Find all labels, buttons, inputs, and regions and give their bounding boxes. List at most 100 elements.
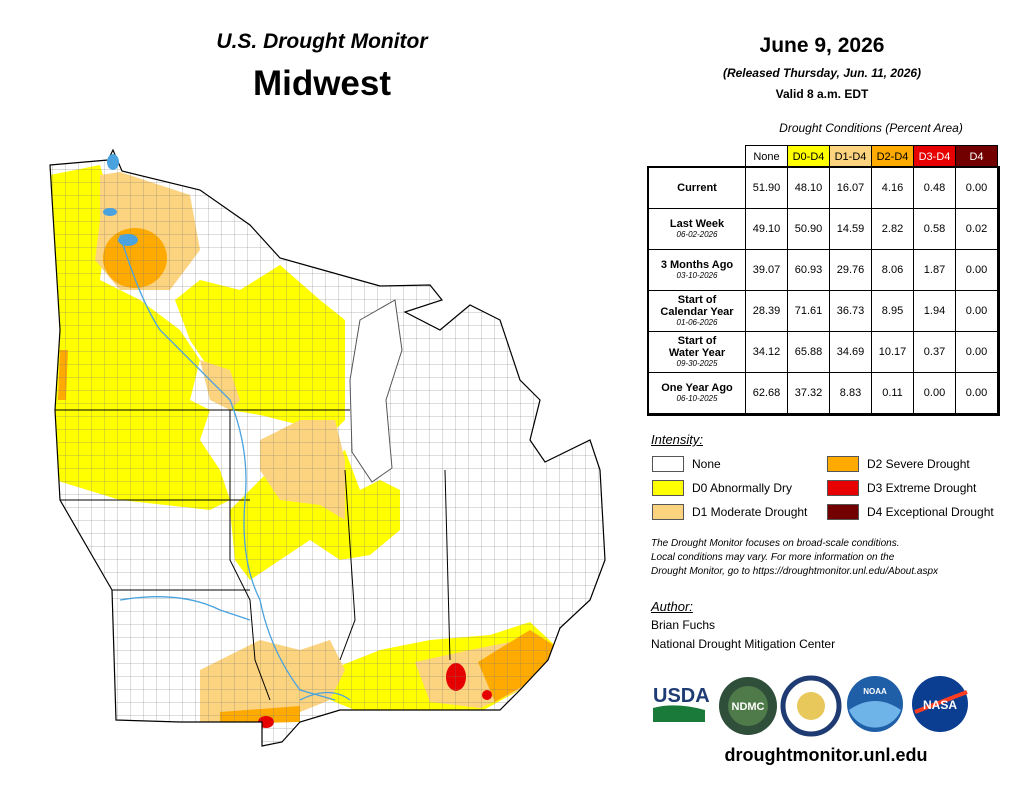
value-cell: 39.07 bbox=[745, 249, 788, 291]
legend-swatch bbox=[652, 504, 684, 520]
value-cell: 37.32 bbox=[787, 372, 830, 414]
row-label: 3 Months Ago bbox=[660, 259, 734, 271]
title: Midwest bbox=[252, 64, 392, 103]
release-date: (Released Thursday, Jun. 11, 2026) bbox=[722, 66, 922, 80]
value-cell: 71.61 bbox=[787, 290, 830, 332]
value-cell: 16.07 bbox=[829, 167, 872, 209]
value-cell: 48.10 bbox=[787, 167, 830, 209]
legend-label: D1 Moderate Drought bbox=[692, 505, 808, 519]
legend-swatch bbox=[827, 504, 859, 520]
row-label-cell: Start of Calendar Year 01-06-2026 bbox=[648, 290, 746, 332]
legend-label: D3 Extreme Drought bbox=[867, 481, 977, 495]
value-cell: 8.06 bbox=[871, 249, 914, 291]
nasa-logo: NASA bbox=[912, 676, 968, 732]
row-label-cell: Last Week 06-02-2026 bbox=[648, 208, 746, 250]
legend-item: D0 Abnormally Dry bbox=[652, 480, 792, 496]
value-cell: 0.11 bbox=[871, 372, 914, 414]
legend-label: None bbox=[692, 457, 721, 471]
row-date: 01-06-2026 bbox=[676, 318, 718, 327]
ndmc-logo: NDMC bbox=[719, 677, 777, 735]
value-cell: 0.00 bbox=[955, 331, 998, 373]
value-cell: 1.94 bbox=[913, 290, 956, 332]
row-date: 06-02-2026 bbox=[676, 230, 718, 239]
blank-cell bbox=[649, 146, 746, 168]
lake-michigan bbox=[349, 299, 403, 483]
table-row: Last Week 06-02-2026 49.10 50.90 14.59 2.82 0.… bbox=[648, 208, 998, 250]
logo-text: NASA bbox=[923, 698, 957, 712]
legend-swatch bbox=[827, 456, 859, 472]
note: The Drought Monitor focuses on broad-sca… bbox=[651, 538, 939, 577]
legend-label: D4 Exceptional Drought bbox=[867, 505, 994, 519]
column-header: D2-D4 bbox=[871, 145, 914, 168]
table-row: Start of Water Year 09-30-2025 34.12 65.88 3… bbox=[648, 331, 998, 373]
table-body: Current 51.90 48.10 16.07 4.16 0.48 0.00 Last W… bbox=[646, 165, 1000, 416]
value-cell: 0.00 bbox=[955, 249, 998, 291]
table-row: Current 51.90 48.10 16.07 4.16 0.48 0.00 bbox=[648, 167, 998, 209]
legend-swatch bbox=[827, 480, 859, 496]
state-lines bbox=[55, 409, 451, 701]
row-date: 09-30-2025 bbox=[676, 359, 718, 368]
row-date: 03-10-2026 bbox=[676, 271, 718, 280]
value-cell: 50.90 bbox=[787, 208, 830, 250]
row-label: Current bbox=[677, 182, 717, 194]
usda-logo: USDA bbox=[653, 685, 710, 722]
table-caption: Drought Conditions (Percent Area) bbox=[779, 121, 963, 135]
legend-title: Intensity: bbox=[651, 432, 704, 447]
value-cell: 28.39 bbox=[745, 290, 788, 332]
value-cell: 36.73 bbox=[829, 290, 872, 332]
value-cell: 0.37 bbox=[913, 331, 956, 373]
table-row: 3 Months Ago 03-10-2026 39.07 60.93 29.76 8.0… bbox=[648, 249, 998, 291]
valid-time: Valid 8 a.m. EDT bbox=[775, 87, 869, 101]
legend-item: D4 Exceptional Drought bbox=[827, 504, 994, 520]
value-cell: 8.83 bbox=[829, 372, 872, 414]
legend-label: D2 Severe Drought bbox=[867, 457, 970, 471]
commerce-seal bbox=[780, 675, 842, 737]
value-cell: 10.17 bbox=[871, 331, 914, 373]
logo-text: USDA bbox=[653, 685, 710, 707]
value-cell: 65.88 bbox=[787, 331, 830, 373]
legend-item: D1 Moderate Drought bbox=[652, 504, 807, 520]
website: droughtmonitor.unl.edu bbox=[724, 745, 928, 765]
row-label-cell: One Year Ago 06-10-2025 bbox=[648, 372, 746, 414]
legend-label: D0 Abnormally Dry bbox=[692, 481, 793, 495]
county-lines bbox=[50, 150, 605, 746]
value-cell: 62.68 bbox=[745, 372, 788, 414]
value-cell: 8.95 bbox=[871, 290, 914, 332]
legend-item: D3 Extreme Drought bbox=[827, 480, 976, 496]
noaa-logo: NOAA bbox=[847, 676, 903, 732]
logo-text: NOAA bbox=[863, 687, 887, 696]
column-header: D3-D4 bbox=[913, 145, 956, 168]
value-cell: 34.12 bbox=[745, 331, 788, 373]
author-organization: National Drought Mitigation Center bbox=[651, 637, 836, 651]
logos: USDA NDMC NOAA NASA bbox=[653, 675, 968, 737]
column-header: D1-D4 bbox=[829, 145, 872, 168]
value-cell: 14.59 bbox=[829, 208, 872, 250]
row-label: Start of Water Year bbox=[668, 335, 726, 359]
value-cell: 0.00 bbox=[913, 372, 956, 414]
column-header: D4 bbox=[955, 145, 998, 168]
value-cell: 60.93 bbox=[787, 249, 830, 291]
legend-swatch bbox=[652, 456, 684, 472]
legend-item: None bbox=[652, 456, 721, 472]
column-header: D0-D4 bbox=[787, 145, 830, 168]
map-fill bbox=[50, 150, 605, 746]
value-cell: 51.90 bbox=[745, 167, 788, 209]
value-cell: 0.58 bbox=[913, 208, 956, 250]
row-label: One Year Ago bbox=[661, 382, 733, 394]
header-row: None D0-D4 D1-D4 D2-D4 D3-D4 D4 bbox=[649, 145, 998, 168]
value-cell: 0.48 bbox=[913, 167, 956, 209]
value-cell: 0.00 bbox=[955, 290, 998, 332]
row-label-cell: Start of Water Year 09-30-2025 bbox=[648, 331, 746, 373]
logo-text: NDMC bbox=[732, 701, 765, 713]
column-header: None bbox=[745, 145, 788, 168]
subtitle: U.S. Drought Monitor bbox=[216, 30, 428, 53]
value-cell: 1.87 bbox=[913, 249, 956, 291]
map-date: June 9, 2026 bbox=[759, 34, 885, 57]
value-cell: 34.69 bbox=[829, 331, 872, 373]
author-heading: Author: bbox=[651, 599, 693, 614]
value-cell: 0.02 bbox=[955, 208, 998, 250]
value-cell: 4.16 bbox=[871, 167, 914, 209]
legend-swatch bbox=[652, 480, 684, 496]
